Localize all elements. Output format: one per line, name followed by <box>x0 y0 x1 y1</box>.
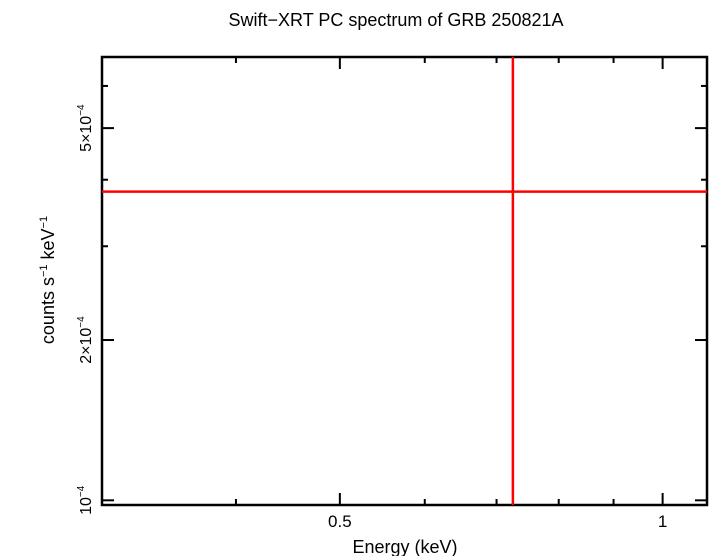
y-axis-label-exponent: −1 <box>38 216 50 229</box>
x-axis-label: Energy (keV) <box>352 537 457 556</box>
y-axis-label-exponent: −1 <box>38 264 50 277</box>
y-tick-mantissa: 10 <box>78 497 95 515</box>
x-tick-label: 0.5 <box>328 512 352 531</box>
y-axis-label-part: counts s <box>38 277 58 344</box>
y-tick-exponent: −4 <box>76 316 87 328</box>
plot-frame <box>100 55 709 507</box>
y-tick-mantissa: 5×10 <box>78 116 95 152</box>
y-tick-label: 10−4 <box>76 485 95 515</box>
data-layer <box>102 57 707 505</box>
y-axis-label-part: keV <box>38 228 58 264</box>
y-tick-exponent: −4 <box>76 485 87 497</box>
x-axis-ticks: 0.5 1 <box>234 57 667 531</box>
y-tick-mantissa: 2×10 <box>78 328 95 364</box>
y-tick-exponent: −4 <box>76 104 87 116</box>
y-axis-ticks: 10−42×10−45×10−4 <box>76 84 707 515</box>
y-tick-label: 5×10−4 <box>76 104 95 152</box>
x-tick-label: 1 <box>658 512 667 531</box>
chart-title: Swift−XRT PC spectrum of GRB 250821A <box>229 10 564 30</box>
y-axis-label: counts s−1 keV−1 <box>38 216 58 344</box>
plot-border <box>100 55 709 507</box>
y-tick-label: 2×10−4 <box>76 316 95 364</box>
